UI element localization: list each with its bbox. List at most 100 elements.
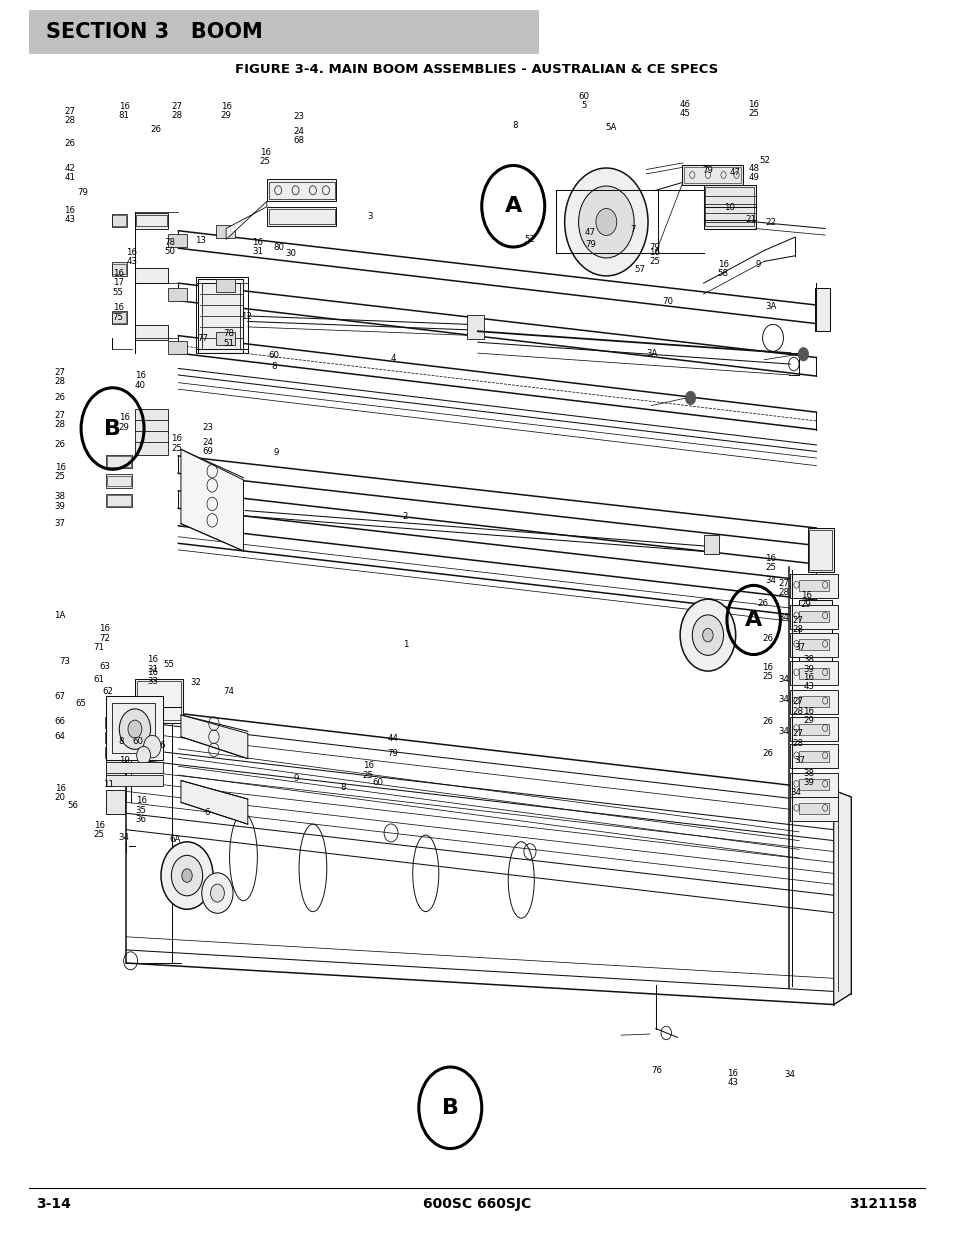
Text: 8: 8 [512,121,517,131]
Bar [801,668,828,679]
Text: 55: 55 [112,288,124,298]
Text: 16
81: 16 81 [118,103,130,120]
Text: 8: 8 [118,736,124,746]
Text: A: A [504,196,521,216]
Text: 16
43: 16 43 [802,673,814,690]
Bar [106,474,132,488]
Circle shape [128,720,142,739]
Text: 27
28: 27 28 [778,579,789,597]
Bar [789,690,838,714]
Text: 8: 8 [271,362,276,372]
Text: 62: 62 [102,687,113,697]
Text: 34: 34 [783,1070,795,1079]
Text: 3A: 3A [646,348,658,358]
Bar [794,779,838,799]
Bar [799,600,831,666]
Text: 73: 73 [59,657,71,667]
Polygon shape [226,201,267,240]
Text: 16
40: 16 40 [134,372,146,389]
Text: 4: 4 [390,353,395,363]
Circle shape [564,168,647,275]
Text: 10: 10 [723,203,735,212]
Bar [269,209,335,225]
Text: 52: 52 [759,156,770,165]
Bar [215,225,234,238]
Bar [106,760,125,784]
Text: 30: 30 [285,248,296,258]
Text: 37: 37 [793,756,804,766]
Bar [801,611,828,622]
Text: 57: 57 [634,264,645,274]
Text: 3: 3 [367,211,373,221]
Text: 55: 55 [163,659,174,669]
Circle shape [684,391,695,405]
Bar [105,718,120,727]
Bar [809,530,831,569]
Text: 600SC 660SJC: 600SC 660SJC [422,1197,531,1212]
Text: 44: 44 [387,734,398,743]
Bar [168,341,187,354]
Text: 47: 47 [728,168,740,178]
Bar [794,748,838,768]
Bar [789,797,838,821]
Text: 67: 67 [54,692,66,701]
Bar [683,167,740,183]
Bar [106,699,128,720]
Text: 16
29: 16 29 [220,103,232,120]
Circle shape [182,869,193,882]
Bar [807,529,833,572]
Bar [789,718,838,741]
Bar [106,729,125,753]
Bar [794,577,838,597]
Bar [814,288,829,331]
Circle shape [798,347,808,361]
Text: 61: 61 [93,674,105,684]
Bar [198,279,243,353]
Text: 16
29: 16 29 [118,414,130,431]
Text: 26: 26 [64,138,75,148]
Bar [107,495,132,506]
Text: 34: 34 [118,832,130,842]
Text: 64: 64 [54,731,66,741]
Bar [112,263,126,274]
Bar [799,668,828,679]
Bar [106,454,132,468]
Bar [112,703,154,753]
Bar [134,409,168,422]
Text: 16
25: 16 25 [362,762,374,779]
Text: 6: 6 [204,808,210,818]
Bar [801,753,828,764]
Bar [134,431,168,443]
Text: 16
43: 16 43 [126,248,137,266]
Bar [702,535,719,555]
Bar [215,279,234,291]
Bar [107,475,132,487]
Text: 16
25: 16 25 [171,435,182,452]
Text: 70: 70 [661,296,673,306]
Text: 12: 12 [240,311,252,321]
Text: 78
50: 78 50 [164,238,175,256]
Text: 71: 71 [93,642,105,652]
Text: 32: 32 [190,678,201,688]
Text: 34: 34 [778,726,789,736]
Circle shape [679,599,735,671]
Text: 16
25: 16 25 [259,148,271,165]
Text: 16
29: 16 29 [800,592,811,609]
Bar [681,165,741,185]
Bar [794,635,838,655]
Bar [702,185,755,228]
Text: 74: 74 [223,687,234,697]
Text: 76: 76 [650,1066,661,1076]
Text: 26: 26 [54,393,66,403]
Bar [135,215,167,226]
Bar [112,310,127,324]
Text: 65: 65 [75,699,87,709]
Text: 3A: 3A [764,301,776,311]
Text: 27
28: 27 28 [54,368,66,385]
Bar [801,784,828,794]
Text: 9: 9 [755,259,760,269]
Text: 37: 37 [793,642,804,652]
Bar [799,580,828,592]
Circle shape [211,884,224,902]
Text: 34: 34 [778,694,789,704]
